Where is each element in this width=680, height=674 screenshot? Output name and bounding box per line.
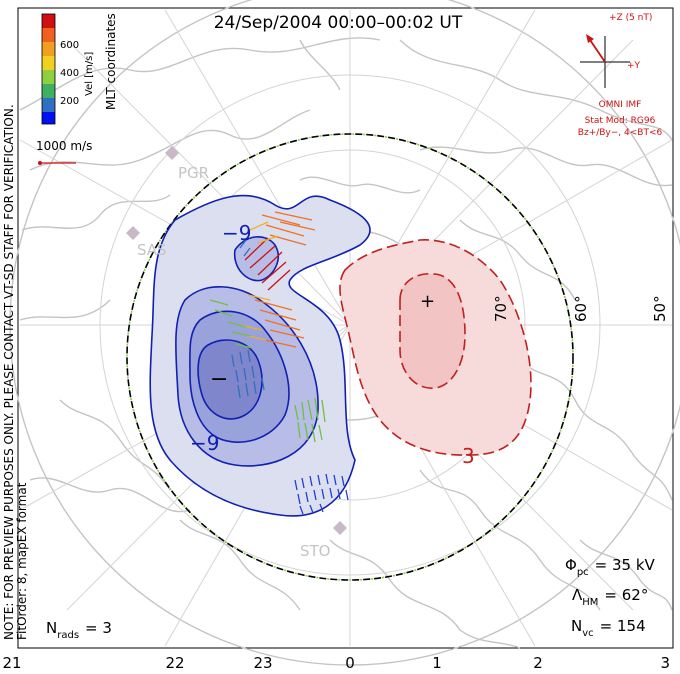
colorbar-swatch-7 xyxy=(42,112,55,124)
colorbar-label: Vel [m/s] xyxy=(84,52,95,96)
imf-z-label: +Z (5 nT) xyxy=(609,13,652,23)
radar-marker-sto xyxy=(333,521,347,535)
coord-system-label: MLT coordinates xyxy=(104,13,118,110)
mlt-label-0: 0 xyxy=(345,654,355,672)
stat-nvc-symbol: N xyxy=(571,617,582,635)
preview-note: NOTE: FOR PREVIEW PURPOSES ONLY. PLEASE … xyxy=(2,104,16,640)
stat-phi-sub: pc xyxy=(577,567,589,578)
stat-nrads-sub: rads xyxy=(57,630,79,641)
contour-label-pos: 3 xyxy=(462,444,475,468)
stat-nrads-symbol: N xyxy=(46,619,57,637)
stat-phi-value: = 35 kV xyxy=(595,556,656,574)
stat-nvc-value: = 154 xyxy=(600,617,646,635)
radar-marker-pgr xyxy=(165,146,179,160)
stat-phi-symbol: Φ xyxy=(565,556,577,574)
colorbar-tick-200: 200 xyxy=(60,96,79,107)
radar-label-sto: STO xyxy=(300,542,331,560)
mlt-label-3: 3 xyxy=(660,654,670,672)
positive-cell xyxy=(339,239,532,456)
hm-boundary-vectors xyxy=(126,133,574,581)
colorbar-tick-600: 600 xyxy=(60,40,79,51)
colorbar-swatch-1 xyxy=(42,28,55,42)
negative-cell-upper-loop xyxy=(233,236,279,282)
colorbar-swatch-3 xyxy=(42,56,55,70)
hm-boundary xyxy=(126,133,574,581)
mlt-label-22: 22 xyxy=(165,654,184,672)
radar-label-pgr: PGR xyxy=(178,164,209,182)
map-title: 24/Sep/2004 00:00–00:02 UT xyxy=(214,13,463,33)
lat-label-70: 70° xyxy=(492,295,510,322)
negative-cell xyxy=(149,194,371,517)
potential-max-marker: + xyxy=(420,291,435,312)
radar-label-sas: SAS xyxy=(137,241,167,259)
contour-label-neg-lower: −9 xyxy=(190,431,219,455)
colorbar-swatch-5 xyxy=(42,84,55,98)
stat-nvc-sub: vc xyxy=(582,628,593,639)
stat-nvc: Nvc = 154 xyxy=(571,617,646,639)
mlt-label-21: 21 xyxy=(2,654,21,672)
stat-lambda-symbol: Λ xyxy=(572,586,583,604)
imf-y-label: +Y xyxy=(627,61,641,71)
velocity-colorbar xyxy=(41,13,56,125)
velocity-scale-label: 1000 m/s xyxy=(36,139,92,153)
mlt-label-23: 23 xyxy=(253,654,272,672)
lat-label-60: 60° xyxy=(572,295,590,322)
imf-model-line1: Stat Mod: RG96 xyxy=(585,116,656,126)
mlt-label-1: 1 xyxy=(432,654,442,672)
negative-cell-core xyxy=(197,339,263,420)
colorbar-swatch-6 xyxy=(42,98,55,112)
stat-lambda-sub: HM xyxy=(582,597,598,608)
imf-model-line2: Bz+/By−, 4<BT<6 xyxy=(578,128,663,138)
stat-nrads-value: = 3 xyxy=(85,619,112,637)
potential-min-marker: − xyxy=(210,367,228,392)
mlt-label-2: 2 xyxy=(533,654,543,672)
positive-cell-inner xyxy=(399,273,466,389)
colorbar-swatch-0 xyxy=(42,14,55,28)
imf-vector xyxy=(587,36,606,63)
imf-model-title: OMNI IMF xyxy=(599,100,642,110)
lat-label-50: 50° xyxy=(651,295,669,322)
stat-nrads: Nrads = 3 xyxy=(46,619,112,641)
radar-sites xyxy=(126,146,347,535)
colorbar-swatch-2 xyxy=(42,42,55,56)
velocity-vectors xyxy=(209,211,349,515)
stat-phi: Φpc = 35 kV xyxy=(565,556,656,578)
contour-label-neg-upper: −9 xyxy=(222,221,251,245)
imf-vector-head xyxy=(586,34,594,43)
radar-marker-sas xyxy=(126,226,140,240)
stat-lambda: ΛHM = 62° xyxy=(572,586,648,608)
stat-lambda-value: = 62° xyxy=(604,586,648,604)
colorbar-swatch-4 xyxy=(42,70,55,84)
colorbar-tick-400: 400 xyxy=(60,68,79,79)
fit-order-note: FitOrder: 8, mapEX format xyxy=(15,482,29,640)
